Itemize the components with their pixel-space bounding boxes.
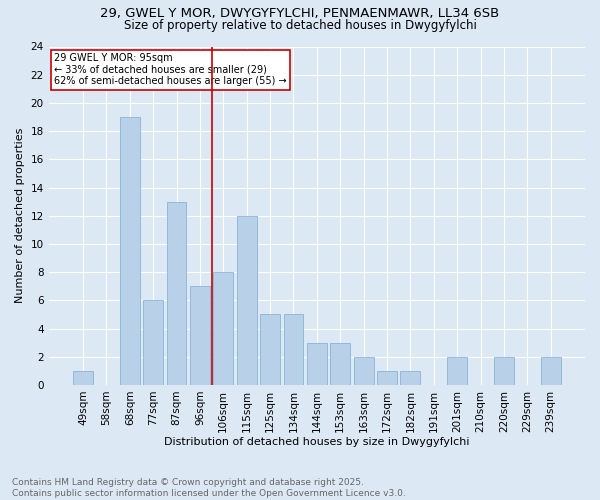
Bar <box>237 216 257 385</box>
Text: Contains HM Land Registry data © Crown copyright and database right 2025.
Contai: Contains HM Land Registry data © Crown c… <box>12 478 406 498</box>
Text: 29, GWEL Y MOR, DWYGYFYLCHI, PENMAENMAWR, LL34 6SB: 29, GWEL Y MOR, DWYGYFYLCHI, PENMAENMAWR… <box>100 8 500 20</box>
Bar <box>260 314 280 385</box>
Y-axis label: Number of detached properties: Number of detached properties <box>15 128 25 304</box>
Bar <box>120 117 140 385</box>
Bar <box>190 286 210 385</box>
X-axis label: Distribution of detached houses by size in Dwygyfylchi: Distribution of detached houses by size … <box>164 438 470 448</box>
Bar <box>377 371 397 385</box>
Bar <box>167 202 187 385</box>
Bar <box>214 272 233 385</box>
Bar <box>73 371 93 385</box>
Bar <box>400 371 421 385</box>
Text: Size of property relative to detached houses in Dwygyfylchi: Size of property relative to detached ho… <box>124 18 476 32</box>
Text: 29 GWEL Y MOR: 95sqm
← 33% of detached houses are smaller (29)
62% of semi-detac: 29 GWEL Y MOR: 95sqm ← 33% of detached h… <box>54 54 287 86</box>
Bar <box>143 300 163 385</box>
Bar <box>447 357 467 385</box>
Bar <box>330 342 350 385</box>
Bar <box>284 314 304 385</box>
Bar <box>307 342 327 385</box>
Bar <box>353 357 374 385</box>
Bar <box>541 357 560 385</box>
Bar <box>494 357 514 385</box>
